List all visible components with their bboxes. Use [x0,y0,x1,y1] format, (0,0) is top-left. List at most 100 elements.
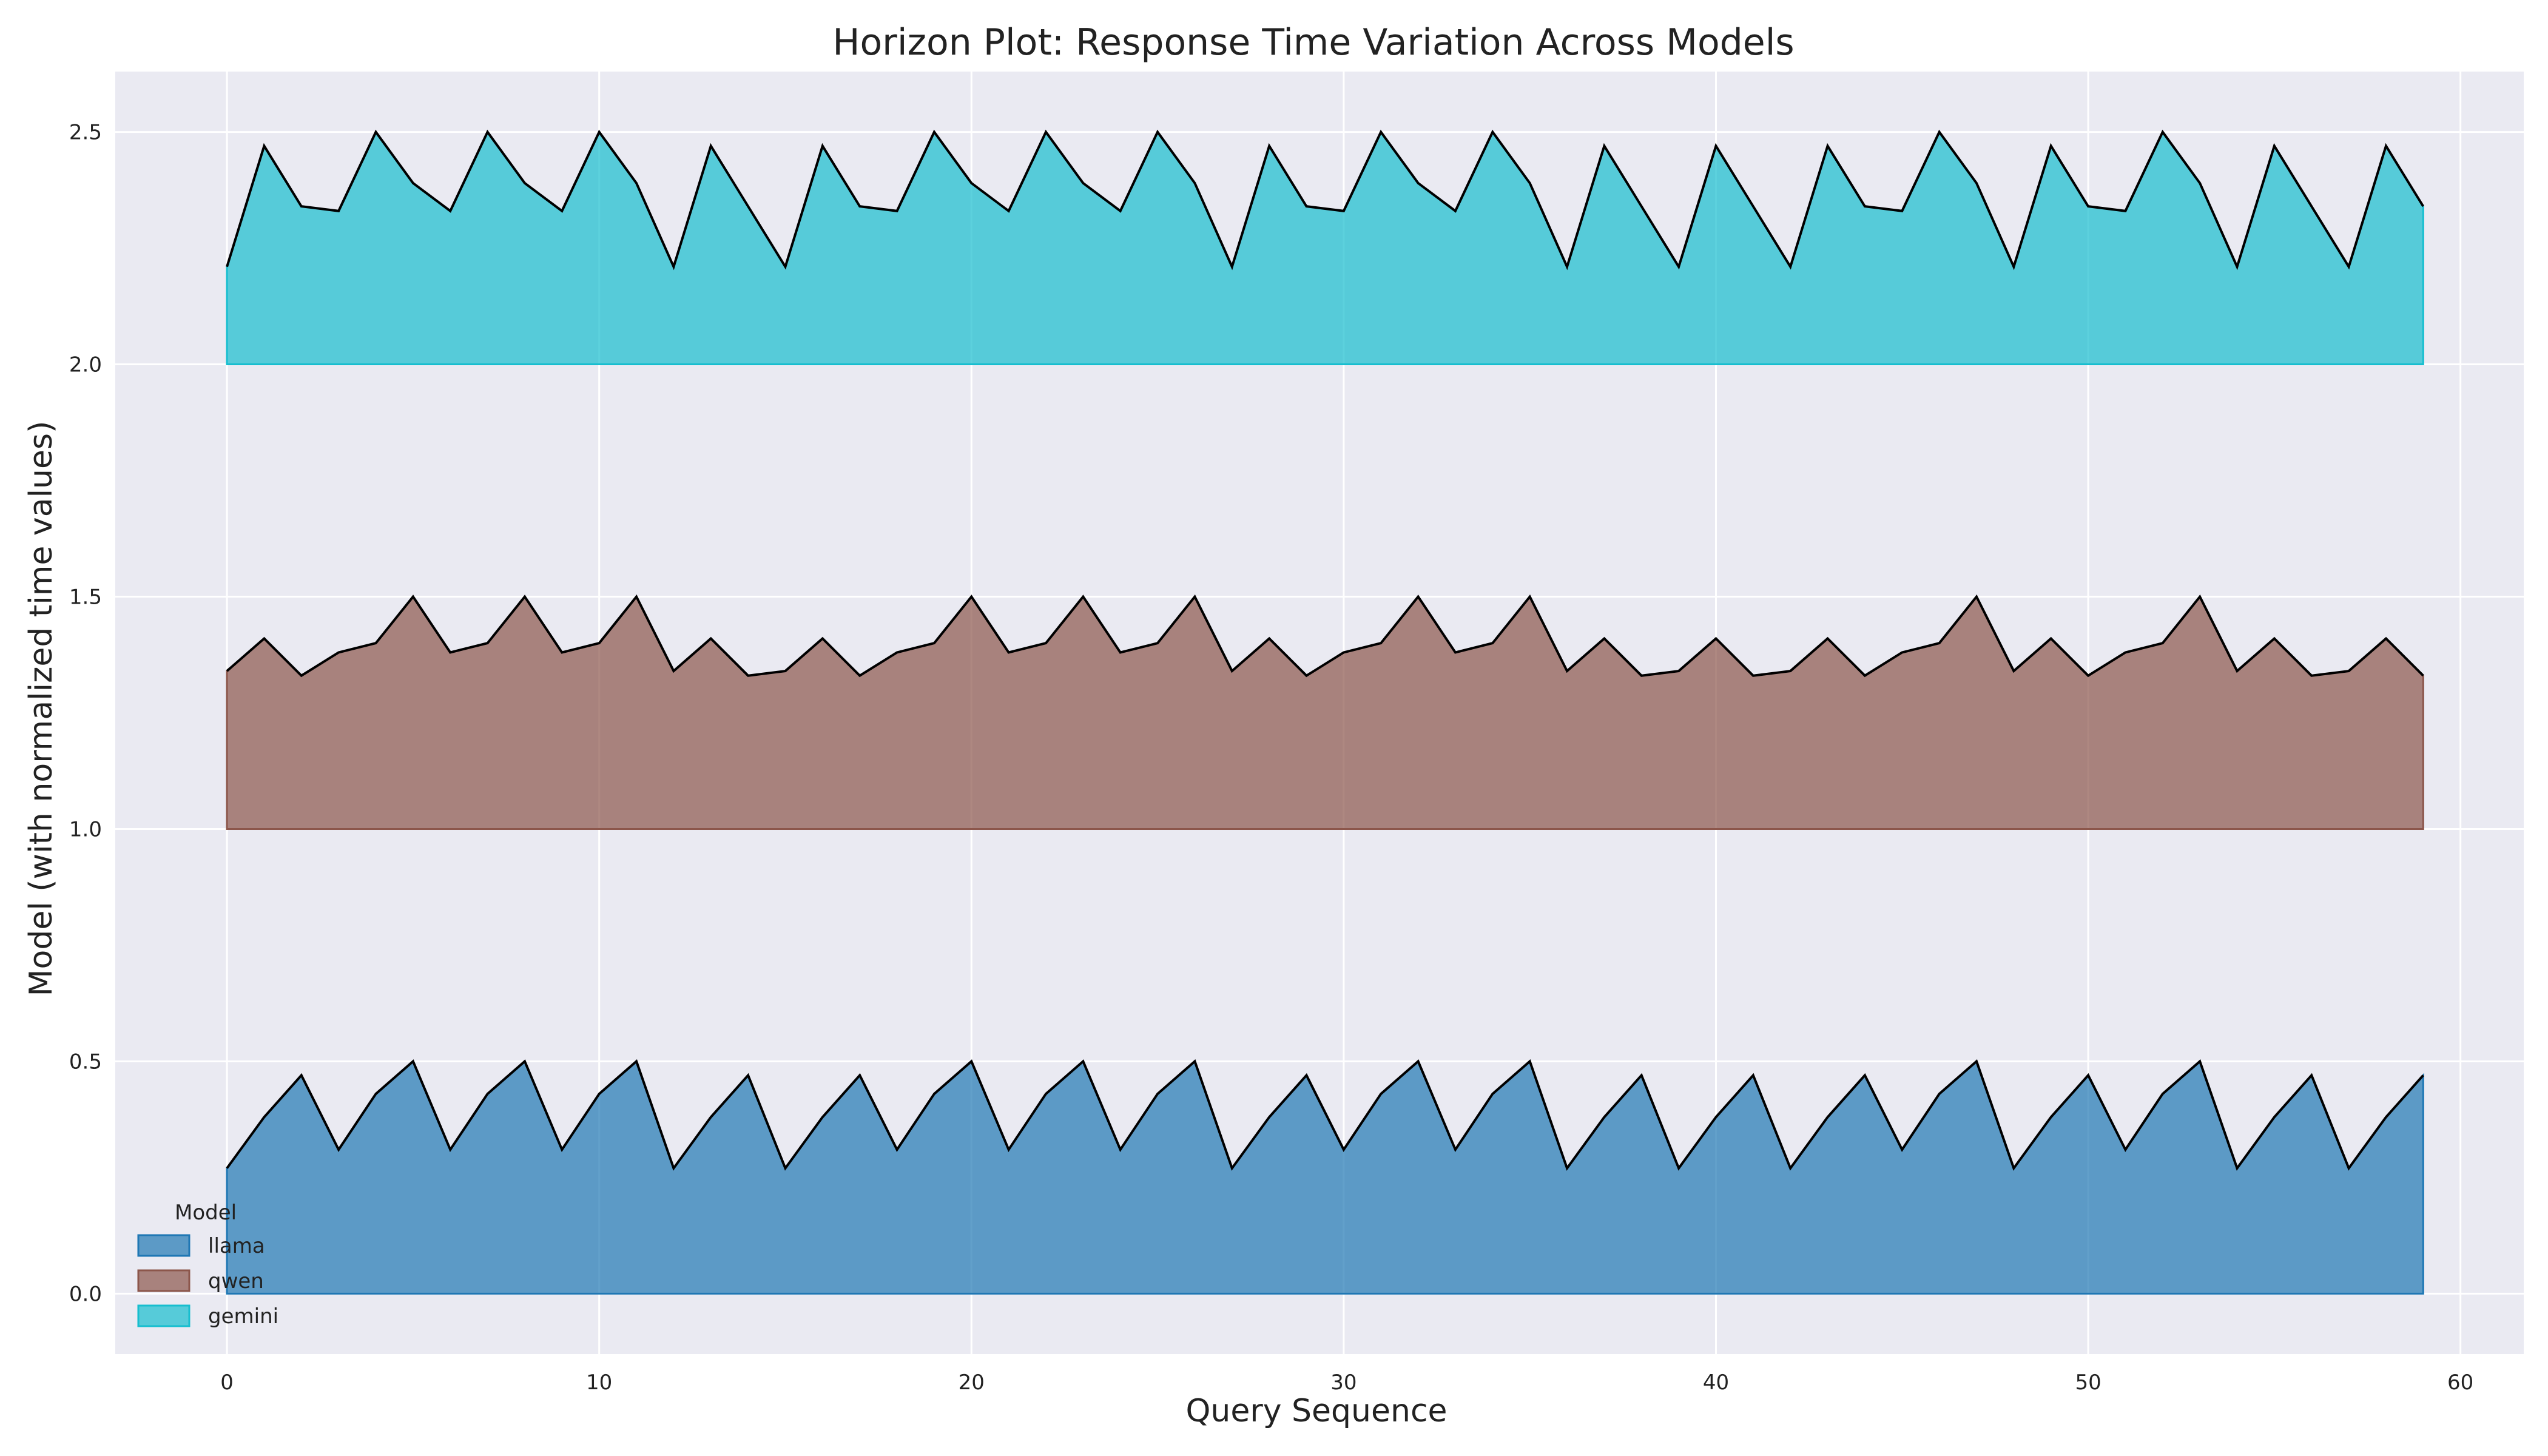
data-point-llama [710,1116,712,1118]
data-point-gemini [2348,266,2350,268]
data-point-gemini [1119,210,1122,212]
data-point-llama [2087,1074,2089,1076]
data-point-llama [524,1060,526,1062]
data-point-gemini [747,205,749,207]
data-point-gemini [524,182,526,184]
x-tick-label: 50 [2075,1370,2101,1395]
data-point-llama [1603,1116,1605,1118]
data-point-llama [2012,1167,2015,1170]
data-point-llama [1045,1093,1047,1095]
data-point-gemini [263,145,265,147]
data-point-llama [635,1060,638,1062]
data-point-qwen [933,642,935,644]
data-point-gemini [1603,145,1605,147]
data-point-gemini [710,145,712,147]
x-tick-label: 20 [959,1370,985,1395]
data-point-qwen [1231,670,1233,672]
data-point-qwen [2012,670,2015,672]
data-point-qwen [449,651,451,653]
data-point-llama [263,1116,265,1118]
data-point-llama [1454,1148,1457,1151]
data-point-qwen [821,637,824,639]
data-point-llama [449,1148,451,1151]
data-point-llama [300,1074,303,1076]
data-point-qwen [412,596,414,598]
data-point-gemini [226,266,228,268]
data-point-gemini [2162,131,2164,133]
data-point-qwen [1380,642,1382,644]
y-axis-title: Model (with normalized time values) [23,421,59,997]
data-point-llama [1714,1116,1717,1118]
data-point-qwen [1789,670,1791,672]
line-llama [226,1059,2424,1171]
data-point-gemini [1975,182,1978,184]
x-tick-label: 40 [1703,1370,1729,1395]
x-tick-label: 10 [586,1370,612,1395]
data-point-qwen [858,675,861,677]
data-point-llama [1082,1060,1084,1062]
data-point-gemini [672,266,675,268]
data-point-gemini [2050,145,2052,147]
data-point-llama [1677,1167,1680,1170]
data-point-qwen [747,675,749,677]
data-point-qwen [561,651,563,653]
data-point-qwen [1677,670,1680,672]
data-point-llama [598,1093,601,1095]
data-point-qwen [2348,670,2350,672]
data-point-qwen [263,637,265,639]
data-point-qwen [2236,670,2239,672]
data-point-qwen [2087,675,2089,677]
data-point-gemini [598,131,601,133]
data-point-gemini [1827,145,1829,147]
data-point-gemini [1343,210,1345,212]
data-point-qwen [300,675,303,677]
data-point-llama [747,1074,749,1076]
data-point-llama [2422,1074,2424,1076]
data-point-qwen [2124,651,2126,653]
legend-label-qwen: qwen [208,1269,264,1293]
data-point-llama [1417,1060,1420,1062]
data-point-gemini [1714,145,1717,147]
data-point-gemini [412,182,414,184]
data-point-qwen [1268,637,1270,639]
data-point-gemini [375,131,377,133]
data-point-qwen [896,651,898,653]
data-point-qwen [1901,651,1903,653]
data-point-qwen [1417,596,1420,598]
data-point-gemini [1640,205,1643,207]
data-point-llama [1901,1148,1903,1151]
data-point-llama [2348,1167,2350,1170]
legend-label-llama: llama [208,1234,265,1258]
data-point-gemini [1566,266,1568,268]
data-point-llama [226,1167,228,1170]
y-tick-label: 2.5 [69,121,102,145]
data-point-qwen [226,670,228,672]
data-point-llama [412,1060,414,1062]
data-point-llama [1008,1148,1010,1151]
data-point-gemini [2236,266,2239,268]
data-point-llama [1864,1074,1866,1076]
data-point-qwen [784,670,786,672]
data-point-qwen [1491,642,1494,644]
data-point-qwen [2422,675,2424,677]
data-point-qwen [2162,642,2164,644]
data-point-llama [1827,1116,1829,1118]
data-point-llama [2385,1116,2387,1118]
data-point-qwen [1008,651,1010,653]
data-point-gemini [1789,266,1791,268]
data-point-qwen [1306,675,1308,677]
data-point-llama [2050,1116,2052,1118]
data-point-qwen [1566,670,1568,672]
data-point-llama [784,1167,786,1170]
x-tick-label: 60 [2447,1370,2473,1395]
data-point-gemini [1045,131,1047,133]
data-point-llama [858,1074,861,1076]
axis-ticks: 0 10 20 30 40 50 60 0.0 0.5 1.0 1.5 2.0 2.5 [69,121,2473,1395]
data-point-gemini [449,210,451,212]
data-point-gemini [337,210,340,212]
data-point-llama [561,1148,563,1151]
data-point-llama [896,1148,898,1151]
data-point-qwen [487,642,489,644]
data-point-gemini [300,205,303,207]
